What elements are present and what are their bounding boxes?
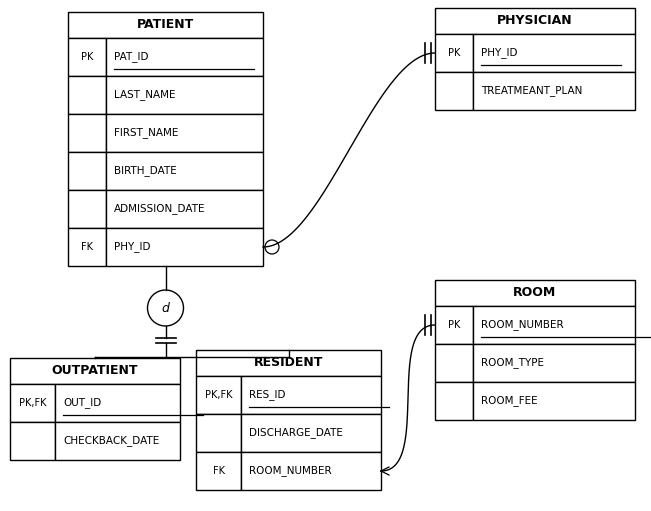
Text: PK: PK <box>448 320 460 330</box>
Text: PHYSICIAN: PHYSICIAN <box>497 14 573 28</box>
Bar <box>106 152 263 190</box>
Text: ROOM: ROOM <box>514 287 557 299</box>
Text: RESIDENT: RESIDENT <box>254 357 323 369</box>
Text: PHY_ID: PHY_ID <box>114 242 150 252</box>
Text: RES_ID: RES_ID <box>249 389 286 401</box>
Text: OUTPATIENT: OUTPATIENT <box>51 364 138 378</box>
Text: CHECKBACK_DATE: CHECKBACK_DATE <box>63 435 159 447</box>
Text: ADMISSION_DATE: ADMISSION_DATE <box>114 203 206 215</box>
Text: d: d <box>161 301 169 314</box>
Bar <box>196 376 241 414</box>
Text: FIRST_NAME: FIRST_NAME <box>114 128 178 138</box>
Text: FK: FK <box>212 466 225 476</box>
Bar <box>435 34 473 72</box>
Text: FK: FK <box>81 242 93 252</box>
Bar <box>435 8 635 34</box>
Bar <box>435 344 473 382</box>
Bar <box>435 306 473 344</box>
Text: BIRTH_DATE: BIRTH_DATE <box>114 166 177 176</box>
Text: TREATMEANT_PLAN: TREATMEANT_PLAN <box>481 85 583 97</box>
Bar <box>196 452 241 490</box>
Bar <box>435 280 635 306</box>
Bar <box>473 382 635 420</box>
Text: PK: PK <box>448 48 460 58</box>
Text: ROOM_NUMBER: ROOM_NUMBER <box>481 319 564 331</box>
Text: PK: PK <box>81 52 93 62</box>
Bar <box>106 228 263 266</box>
Bar <box>68 114 106 152</box>
Bar <box>55 422 180 460</box>
Bar <box>68 228 106 266</box>
Bar <box>435 382 473 420</box>
Text: PAT_ID: PAT_ID <box>114 52 148 62</box>
Bar <box>68 12 263 38</box>
Bar <box>106 38 263 76</box>
Bar <box>10 358 180 384</box>
Text: LAST_NAME: LAST_NAME <box>114 89 176 101</box>
Bar <box>68 152 106 190</box>
Text: ROOM_FEE: ROOM_FEE <box>481 396 538 406</box>
Text: ROOM_TYPE: ROOM_TYPE <box>481 358 544 368</box>
Bar <box>10 422 55 460</box>
Bar <box>473 72 635 110</box>
Text: OUT_ID: OUT_ID <box>63 398 102 408</box>
Text: PK,FK: PK,FK <box>19 398 46 408</box>
Bar <box>55 384 180 422</box>
Bar <box>196 350 381 376</box>
Bar <box>241 414 381 452</box>
Bar <box>435 72 473 110</box>
Bar <box>68 190 106 228</box>
Bar <box>473 34 635 72</box>
Bar <box>68 38 106 76</box>
Text: PATIENT: PATIENT <box>137 18 194 32</box>
Text: PK,FK: PK,FK <box>205 390 232 400</box>
Text: PHY_ID: PHY_ID <box>481 48 518 58</box>
Bar <box>106 114 263 152</box>
Bar <box>241 452 381 490</box>
Bar <box>68 76 106 114</box>
Bar <box>106 76 263 114</box>
Text: DISCHARGE_DATE: DISCHARGE_DATE <box>249 428 343 438</box>
Text: ROOM_NUMBER: ROOM_NUMBER <box>249 466 331 476</box>
Bar <box>241 376 381 414</box>
Bar <box>10 384 55 422</box>
Bar <box>106 190 263 228</box>
Bar <box>473 344 635 382</box>
Bar <box>473 306 635 344</box>
Bar <box>196 414 241 452</box>
